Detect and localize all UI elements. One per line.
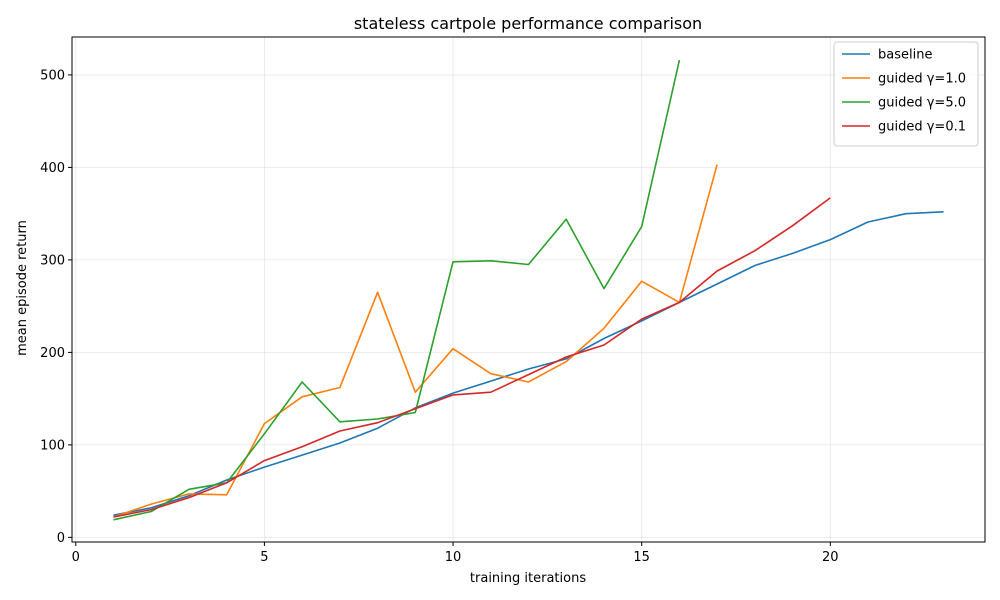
series-line	[113, 59, 681, 521]
legend-label: guided γ=1.0	[878, 72, 966, 87]
series-line	[113, 164, 718, 518]
y-tick-label: 300	[40, 253, 65, 268]
grid	[72, 37, 985, 542]
x-tick-label: 20	[822, 550, 839, 565]
legend: baseline guided γ=1.0 guided γ=5.0 guided γ…	[833, 41, 979, 147]
series-line	[113, 211, 944, 516]
x-axis-ticks: 0 5 10 15 20	[72, 542, 839, 565]
chart-title: stateless cartpole performance compariso…	[354, 14, 702, 33]
y-tick-label: 200	[40, 346, 65, 361]
x-tick-label: 10	[445, 550, 462, 565]
y-tick-label: 100	[40, 438, 65, 453]
axes-frame	[71, 36, 986, 543]
series-line	[113, 197, 831, 518]
series-lines	[113, 59, 944, 521]
legend-label: baseline	[878, 48, 932, 63]
y-axis-label: mean episode return	[15, 220, 30, 356]
y-tick-label: 500	[40, 68, 65, 83]
x-tick-label: 15	[633, 550, 650, 565]
legend-label: guided γ=5.0	[878, 96, 966, 111]
x-tick-label: 0	[72, 550, 80, 565]
legend-label: guided γ=0.1	[878, 120, 966, 135]
x-tick-label: 5	[260, 550, 268, 565]
y-tick-label: 400	[40, 161, 65, 176]
y-tick-label: 0	[57, 531, 65, 546]
legend-box	[833, 41, 979, 147]
y-axis-ticks: 0 100 200 300 400 500	[40, 68, 72, 546]
x-axis-label: training iterations	[470, 571, 586, 586]
